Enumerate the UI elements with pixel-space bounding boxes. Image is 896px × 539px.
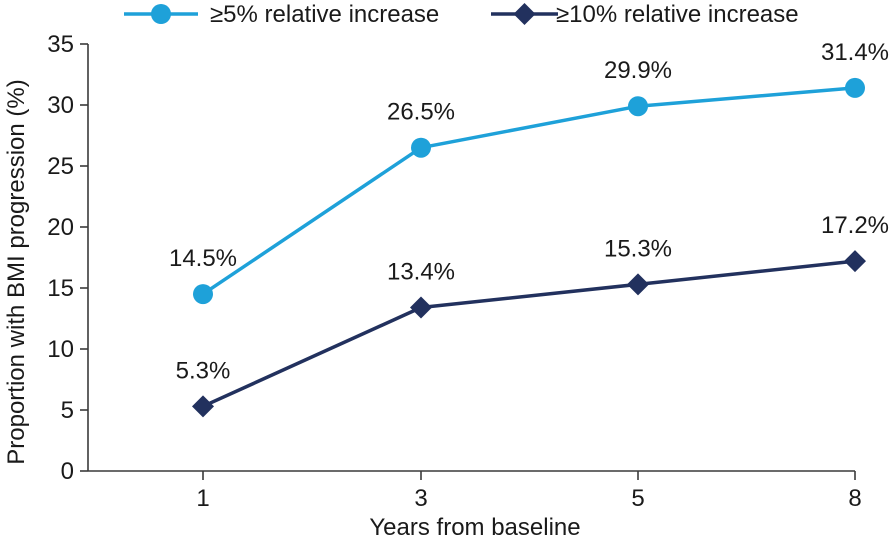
data-point	[628, 96, 648, 117]
y-tick-label: 0	[61, 458, 74, 485]
data-point	[192, 395, 214, 418]
x-tick-label: 8	[848, 485, 861, 512]
data-label: 13.4%	[387, 259, 455, 286]
y-tick-label: 15	[47, 275, 74, 302]
y-tick-label: 20	[47, 214, 74, 241]
data-label: 5.3%	[176, 357, 231, 384]
series-layer: 14.5% 26.5% 29.9% 31.4% 5.3% 13.4% 15.3% 17.2%	[169, 39, 889, 418]
legend-item-2: ≥10% relative increase	[491, 1, 799, 28]
legend-label: ≥10% relative increase	[556, 1, 799, 28]
data-point	[410, 296, 432, 319]
x-axis-title: Years from baseline	[369, 514, 580, 539]
x-tick-label: 1	[196, 485, 209, 512]
data-point	[844, 250, 866, 273]
data-label: 31.4%	[821, 39, 889, 66]
y-tick-label: 10	[47, 336, 74, 363]
data-label: 26.5%	[387, 99, 455, 126]
data-label: 29.9%	[604, 57, 672, 84]
series-2: 5.3% 13.4% 15.3% 17.2%	[176, 212, 889, 418]
series-line	[202, 259, 856, 408]
data-label: 17.2%	[821, 212, 889, 239]
series-line	[202, 86, 856, 296]
x-tick-label: 5	[631, 485, 644, 512]
data-point	[411, 137, 431, 158]
y-tick-label: 35	[47, 31, 74, 58]
y-tick-label: 30	[47, 92, 74, 119]
legend-label: ≥5% relative increase	[210, 1, 439, 28]
x-tick-label: 3	[414, 485, 427, 512]
data-label: 15.3%	[604, 235, 672, 262]
legend-marker	[151, 4, 171, 24]
data-point	[845, 77, 865, 98]
series-1: 14.5% 26.5% 29.9% 31.4%	[169, 39, 889, 305]
data-point	[627, 273, 649, 296]
legend-item-1: ≥5% relative increase	[124, 1, 439, 28]
data-label: 14.5%	[169, 245, 237, 272]
y-tick-label: 25	[47, 153, 74, 180]
y-tick-label: 5	[61, 397, 74, 424]
y-axis-title: Proportion with BMI progression (%)	[3, 79, 30, 464]
legend-marker	[513, 3, 536, 25]
data-point	[193, 284, 213, 305]
legend: ≥5% relative increase ≥10% relative incre…	[124, 1, 799, 28]
